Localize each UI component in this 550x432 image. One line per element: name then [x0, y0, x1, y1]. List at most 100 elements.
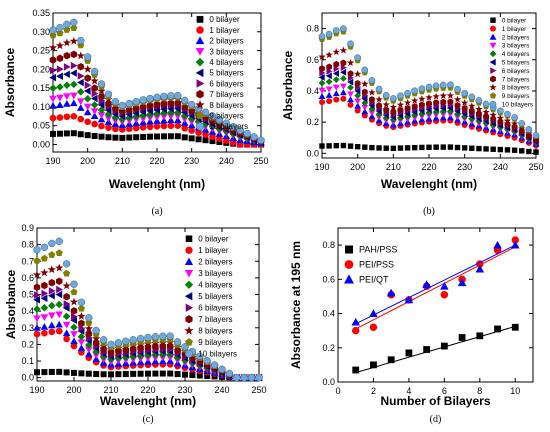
data-point [351, 326, 360, 335]
data-point [511, 147, 518, 153]
data-point [203, 356, 211, 365]
data-point [55, 300, 63, 309]
data-point [62, 260, 71, 268]
data-point [166, 332, 174, 340]
data-point [202, 131, 209, 139]
data-point [525, 126, 533, 133]
data-point [40, 303, 49, 312]
data-point [77, 344, 86, 352]
data-point [104, 115, 113, 123]
data-point [511, 240, 520, 249]
data-point [369, 144, 375, 151]
data-point [40, 323, 49, 330]
data-point [483, 146, 489, 152]
data-point [85, 346, 93, 354]
data-point [340, 64, 347, 71]
data-point [83, 53, 92, 61]
data-point [340, 83, 347, 90]
y-tick-label: 0.15 [32, 83, 50, 93]
legend-marker [185, 246, 193, 254]
y-tick-label: 0.00 [32, 139, 50, 149]
data-point [70, 288, 78, 296]
legend-label: 3 bilayers [209, 47, 243, 56]
legend-marker [195, 36, 205, 45]
data-point [340, 95, 347, 102]
data-point [222, 119, 231, 127]
data-point [92, 326, 100, 335]
data-point [112, 134, 119, 141]
data-point [132, 124, 140, 132]
data-point [216, 135, 223, 143]
data-point [167, 105, 174, 113]
data-point [55, 277, 63, 285]
data-point [76, 104, 85, 111]
series-0-bilayer [319, 142, 539, 155]
data-point [70, 307, 78, 315]
data-point [98, 92, 105, 101]
y-tick-label: 0.2 [306, 117, 319, 127]
legend-marker [489, 33, 497, 40]
data-point [70, 69, 77, 77]
legend-label: 9 bilayers [198, 338, 232, 347]
data-point [49, 26, 57, 34]
x-tick-label: 250 [253, 156, 268, 166]
data-point [137, 370, 144, 377]
data-point [112, 125, 119, 133]
data-point [139, 108, 147, 116]
data-point [70, 61, 78, 70]
legend-label: 2 bilayers [502, 34, 531, 41]
x-tick-label: 2 [371, 386, 376, 396]
data-point [318, 87, 326, 94]
legend-marker [196, 90, 204, 99]
data-point [125, 125, 133, 133]
data-point [63, 93, 71, 101]
legend-marker [489, 92, 497, 99]
data-point [63, 300, 71, 308]
data-point [49, 95, 57, 103]
data-point [333, 142, 339, 149]
data-point [85, 350, 93, 358]
data-point [447, 104, 454, 112]
data-point [97, 115, 106, 123]
legend-label: 7 bilayers [209, 90, 243, 99]
data-point [147, 133, 154, 140]
data-point [454, 144, 461, 151]
data-point [107, 340, 115, 349]
data-point [369, 96, 375, 103]
data-point [518, 120, 526, 127]
data-point [411, 87, 419, 95]
legend-marker [185, 303, 194, 312]
data-point [174, 91, 182, 100]
legend-marker [184, 292, 193, 301]
data-point [85, 314, 93, 322]
data-point [152, 370, 159, 377]
data-point [475, 264, 485, 273]
legend-label: 2 bilayers [198, 258, 232, 267]
panel-a: 190 200 210 220 230 240 250 0.00 0.05 0.10 0.15 0.2… [3, 8, 269, 217]
x-tick-label: 10 [510, 386, 520, 396]
data-point [482, 108, 490, 116]
data-point [468, 107, 475, 115]
data-point [33, 257, 41, 264]
data-point [404, 145, 411, 151]
data-point [34, 291, 41, 299]
data-point [50, 130, 56, 137]
legend-label: 3 bilayers [502, 43, 531, 50]
legend-marker [196, 26, 204, 34]
x-tick-label: 200 [80, 156, 95, 166]
data-point [84, 118, 91, 126]
data-point [476, 332, 484, 340]
data-point [233, 373, 241, 382]
data-point [425, 106, 432, 114]
x-tick-label: 200 [66, 385, 81, 395]
data-point [353, 70, 362, 78]
data-point [146, 123, 154, 131]
legend-label: 0 bilayer [209, 15, 240, 24]
data-point [340, 25, 347, 32]
y-tick-label: 0.2 [21, 339, 34, 349]
data-point [346, 58, 355, 66]
data-point [511, 114, 518, 121]
data-point [97, 106, 106, 114]
data-point [519, 148, 525, 154]
data-point [77, 63, 84, 71]
